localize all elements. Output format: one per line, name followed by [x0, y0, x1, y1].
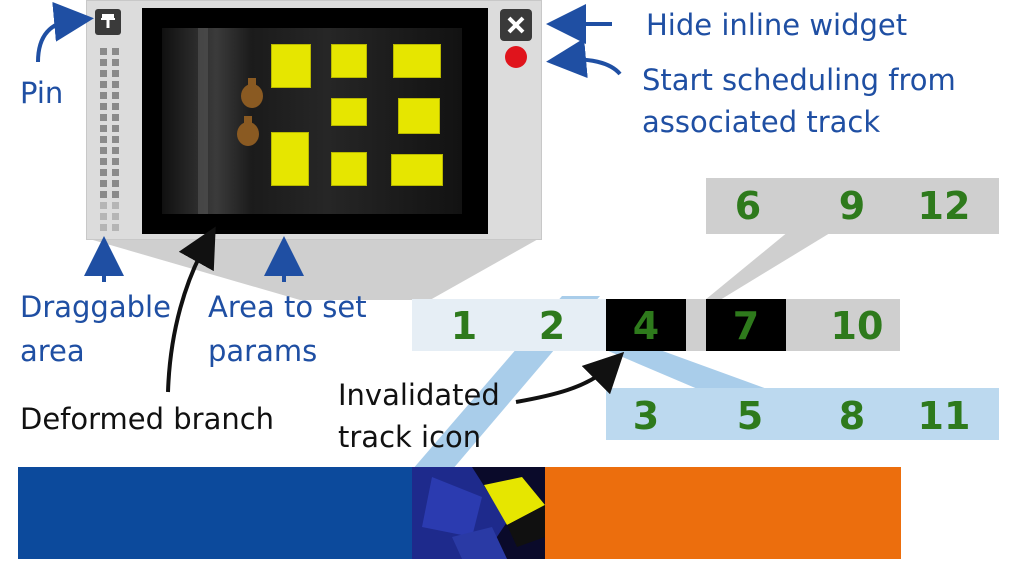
bottom-track-row: [606, 388, 999, 440]
drag-dot: [100, 202, 107, 209]
track-number: 8: [838, 394, 866, 438]
top-track-row: [706, 178, 999, 234]
drag-dot: [100, 158, 107, 165]
drag-dot: [100, 169, 107, 176]
drag-dot: [112, 158, 119, 165]
draggable-label-2: area: [20, 334, 85, 368]
drag-dot: [112, 136, 119, 143]
drag-dot: [100, 92, 107, 99]
drag-dot: [112, 180, 119, 187]
drag-dot: [100, 48, 107, 55]
preview-tile: [391, 154, 443, 186]
drag-dot: [100, 125, 107, 132]
timeline-blue-segment: [18, 467, 412, 559]
drag-dot: [100, 147, 107, 154]
track-number: 1: [450, 304, 478, 348]
drag-dot: [112, 202, 119, 209]
track-number: 10: [830, 304, 884, 348]
timeline-thumbnail[interactable]: [412, 467, 545, 559]
timeline-orange-segment: [545, 467, 901, 559]
preview-tile: [398, 98, 440, 134]
drag-dot: [100, 191, 107, 198]
pin-arrow: [36, 1, 94, 63]
preview-tile: [271, 44, 311, 88]
drag-dot: [100, 103, 107, 110]
pin-icon: [101, 14, 115, 28]
bag-icon: [240, 70, 264, 108]
params-label-1: Area to set: [208, 290, 367, 324]
drag-dot: [112, 92, 119, 99]
draggable-area[interactable]: [92, 44, 128, 231]
drag-dot: [112, 103, 119, 110]
drag-dot: [100, 81, 107, 88]
drag-dot: [100, 180, 107, 187]
track-icon-black[interactable]: [706, 299, 786, 351]
invalidated-label-1: Invalidated: [338, 378, 500, 412]
hide-widget-label: Hide inline widget: [646, 8, 908, 42]
pin-button[interactable]: [95, 9, 121, 35]
thumbnail-graphic: [412, 467, 545, 559]
track-number: 6: [734, 184, 762, 228]
preview-tile: [331, 98, 367, 126]
preview-highlight: [198, 28, 208, 214]
params-label-2: params: [208, 334, 318, 368]
drag-dot: [100, 213, 107, 220]
deformed-branch-arrow: [166, 226, 216, 393]
track-number: 9: [838, 184, 866, 228]
hide-widget-button[interactable]: [500, 9, 532, 41]
drag-dot: [112, 213, 119, 220]
start-scheduling-button[interactable]: [505, 46, 527, 68]
drag-dot: [100, 136, 107, 143]
drag-dot: [100, 59, 107, 66]
drag-dot: [112, 48, 119, 55]
start-scheduling-label-1: Start scheduling from: [642, 63, 956, 97]
track-number: 3: [632, 394, 660, 438]
preview-tile: [331, 152, 367, 186]
params-area[interactable]: [142, 8, 488, 234]
drag-dot: [112, 169, 119, 176]
track-number: 2: [538, 304, 566, 348]
top-row-connector: [705, 222, 848, 300]
drag-dot: [112, 59, 119, 66]
track-number: 11: [917, 394, 971, 438]
invalidated-arrow: [515, 351, 625, 404]
track-number: 12: [917, 184, 971, 228]
drag-dot: [100, 224, 107, 231]
drag-dot: [112, 125, 119, 132]
deformed-branch-label: Deformed branch: [20, 402, 275, 436]
middle-track-row-grey: [786, 299, 900, 351]
drag-dot: [100, 70, 107, 77]
drag-dot: [112, 70, 119, 77]
drag-dot: [112, 224, 119, 231]
invalidated-track-icon[interactable]: [606, 299, 686, 351]
drag-dot: [112, 147, 119, 154]
drag-dot: [112, 81, 119, 88]
start-arrow: [546, 38, 622, 79]
middle-track-gap: [686, 299, 706, 351]
drag-dot: [100, 114, 107, 121]
drag-dot: [112, 191, 119, 198]
drag-dot: [112, 114, 119, 121]
branch-connector-down: [606, 350, 770, 390]
draggable-label-1: Draggable: [20, 290, 171, 324]
pin-label: Pin: [20, 76, 64, 110]
preview-tile: [271, 132, 309, 186]
preview-tile: [393, 44, 441, 78]
preview-tile: [331, 44, 367, 78]
close-icon: [507, 16, 525, 34]
invalidated-label-2: track icon: [338, 420, 482, 454]
track-number: 4: [632, 304, 660, 348]
track-number: 5: [736, 394, 764, 438]
track-number: 7: [732, 304, 760, 348]
bag-icon: [236, 108, 260, 146]
start-scheduling-label-2: associated track: [642, 105, 881, 139]
